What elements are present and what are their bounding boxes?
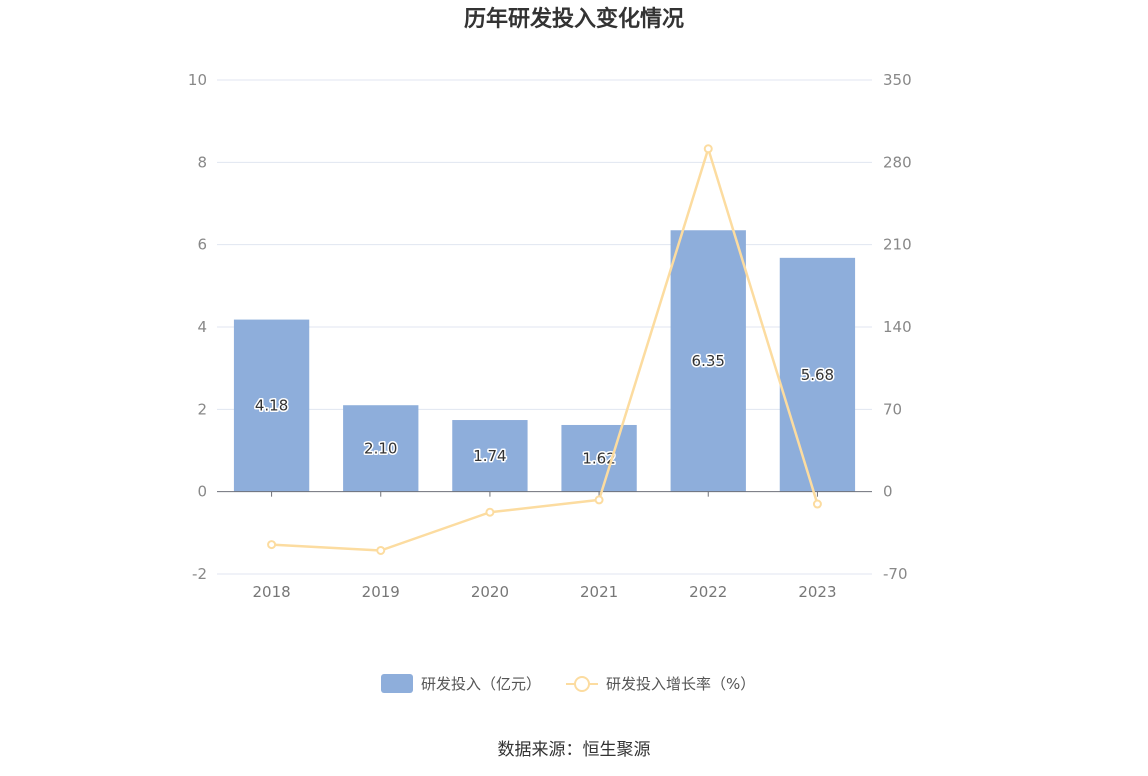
right-axis: -70 0 70 140 210 280 350 [883, 71, 912, 583]
chart-title: 历年研发投入变化情况 [464, 6, 684, 32]
x-tick-label: 2023 [798, 583, 836, 601]
growth-rate-point [267, 540, 277, 550]
left-axis: -2 0 2 4 6 8 10 [188, 71, 207, 583]
x-tick-label: 2022 [689, 583, 727, 601]
bar-value-label: 1.62 [582, 449, 615, 467]
bar [670, 230, 746, 492]
legend-swatch-line-marker [574, 676, 590, 692]
left-tick-label: 8 [197, 153, 207, 171]
x-tick-label: 2021 [580, 583, 618, 601]
x-tick-label: 2019 [362, 583, 400, 601]
bar-series [233, 230, 856, 492]
right-tick-label: 70 [883, 400, 902, 418]
bar [233, 319, 310, 492]
right-tick-label: -70 [883, 565, 908, 583]
left-tick-label: 10 [188, 71, 207, 89]
source-note: 数据来源：恒生聚源 [498, 740, 651, 760]
bar [343, 405, 419, 492]
right-tick-label: 140 [883, 318, 912, 336]
x-axis: 2018 2019 2020 2021 2022 2023 [252, 491, 837, 601]
bar-value-label: 5.68 [801, 366, 834, 384]
right-tick-label: 210 [883, 236, 912, 254]
growth-rate-point [703, 144, 713, 154]
bar-value-label: 4.18 [255, 397, 288, 415]
bar-value-label: 2.10 [364, 439, 397, 457]
line-series [267, 144, 822, 555]
growth-rate-line [271, 147, 819, 552]
left-tick-label: 2 [197, 400, 207, 418]
bar [779, 257, 856, 492]
bar-value-label: 6.35 [692, 352, 725, 370]
left-tick-label: 0 [197, 483, 207, 501]
grid-lines [217, 79, 872, 575]
growth-rate-point [485, 507, 495, 517]
growth-rate-point [594, 495, 604, 505]
x-tick-label: 2018 [252, 583, 290, 601]
right-tick-label: 350 [883, 71, 912, 89]
growth-rate-point [812, 499, 822, 509]
legend-label-line: 研发投入增长率（%） [606, 675, 755, 693]
bar-value-label: 1.74 [473, 447, 506, 465]
left-tick-label: 6 [197, 236, 207, 254]
legend-swatch-bar [381, 674, 413, 693]
bar [452, 420, 528, 492]
legend-label-bar: 研发投入（亿元） [421, 675, 541, 693]
right-tick-label: 280 [883, 153, 912, 171]
bar-data-labels: 4.18 2.10 1.74 1.62 6.35 5.68 [253, 350, 835, 468]
legend: 研发投入（亿元） 研发投入增长率（%） [381, 674, 755, 693]
growth-rate-point [376, 545, 386, 555]
left-tick-label: 4 [197, 318, 207, 336]
bar [561, 424, 637, 492]
x-tick-label: 2020 [471, 583, 509, 601]
left-tick-label: -2 [192, 565, 207, 583]
right-tick-label: 0 [883, 483, 893, 501]
